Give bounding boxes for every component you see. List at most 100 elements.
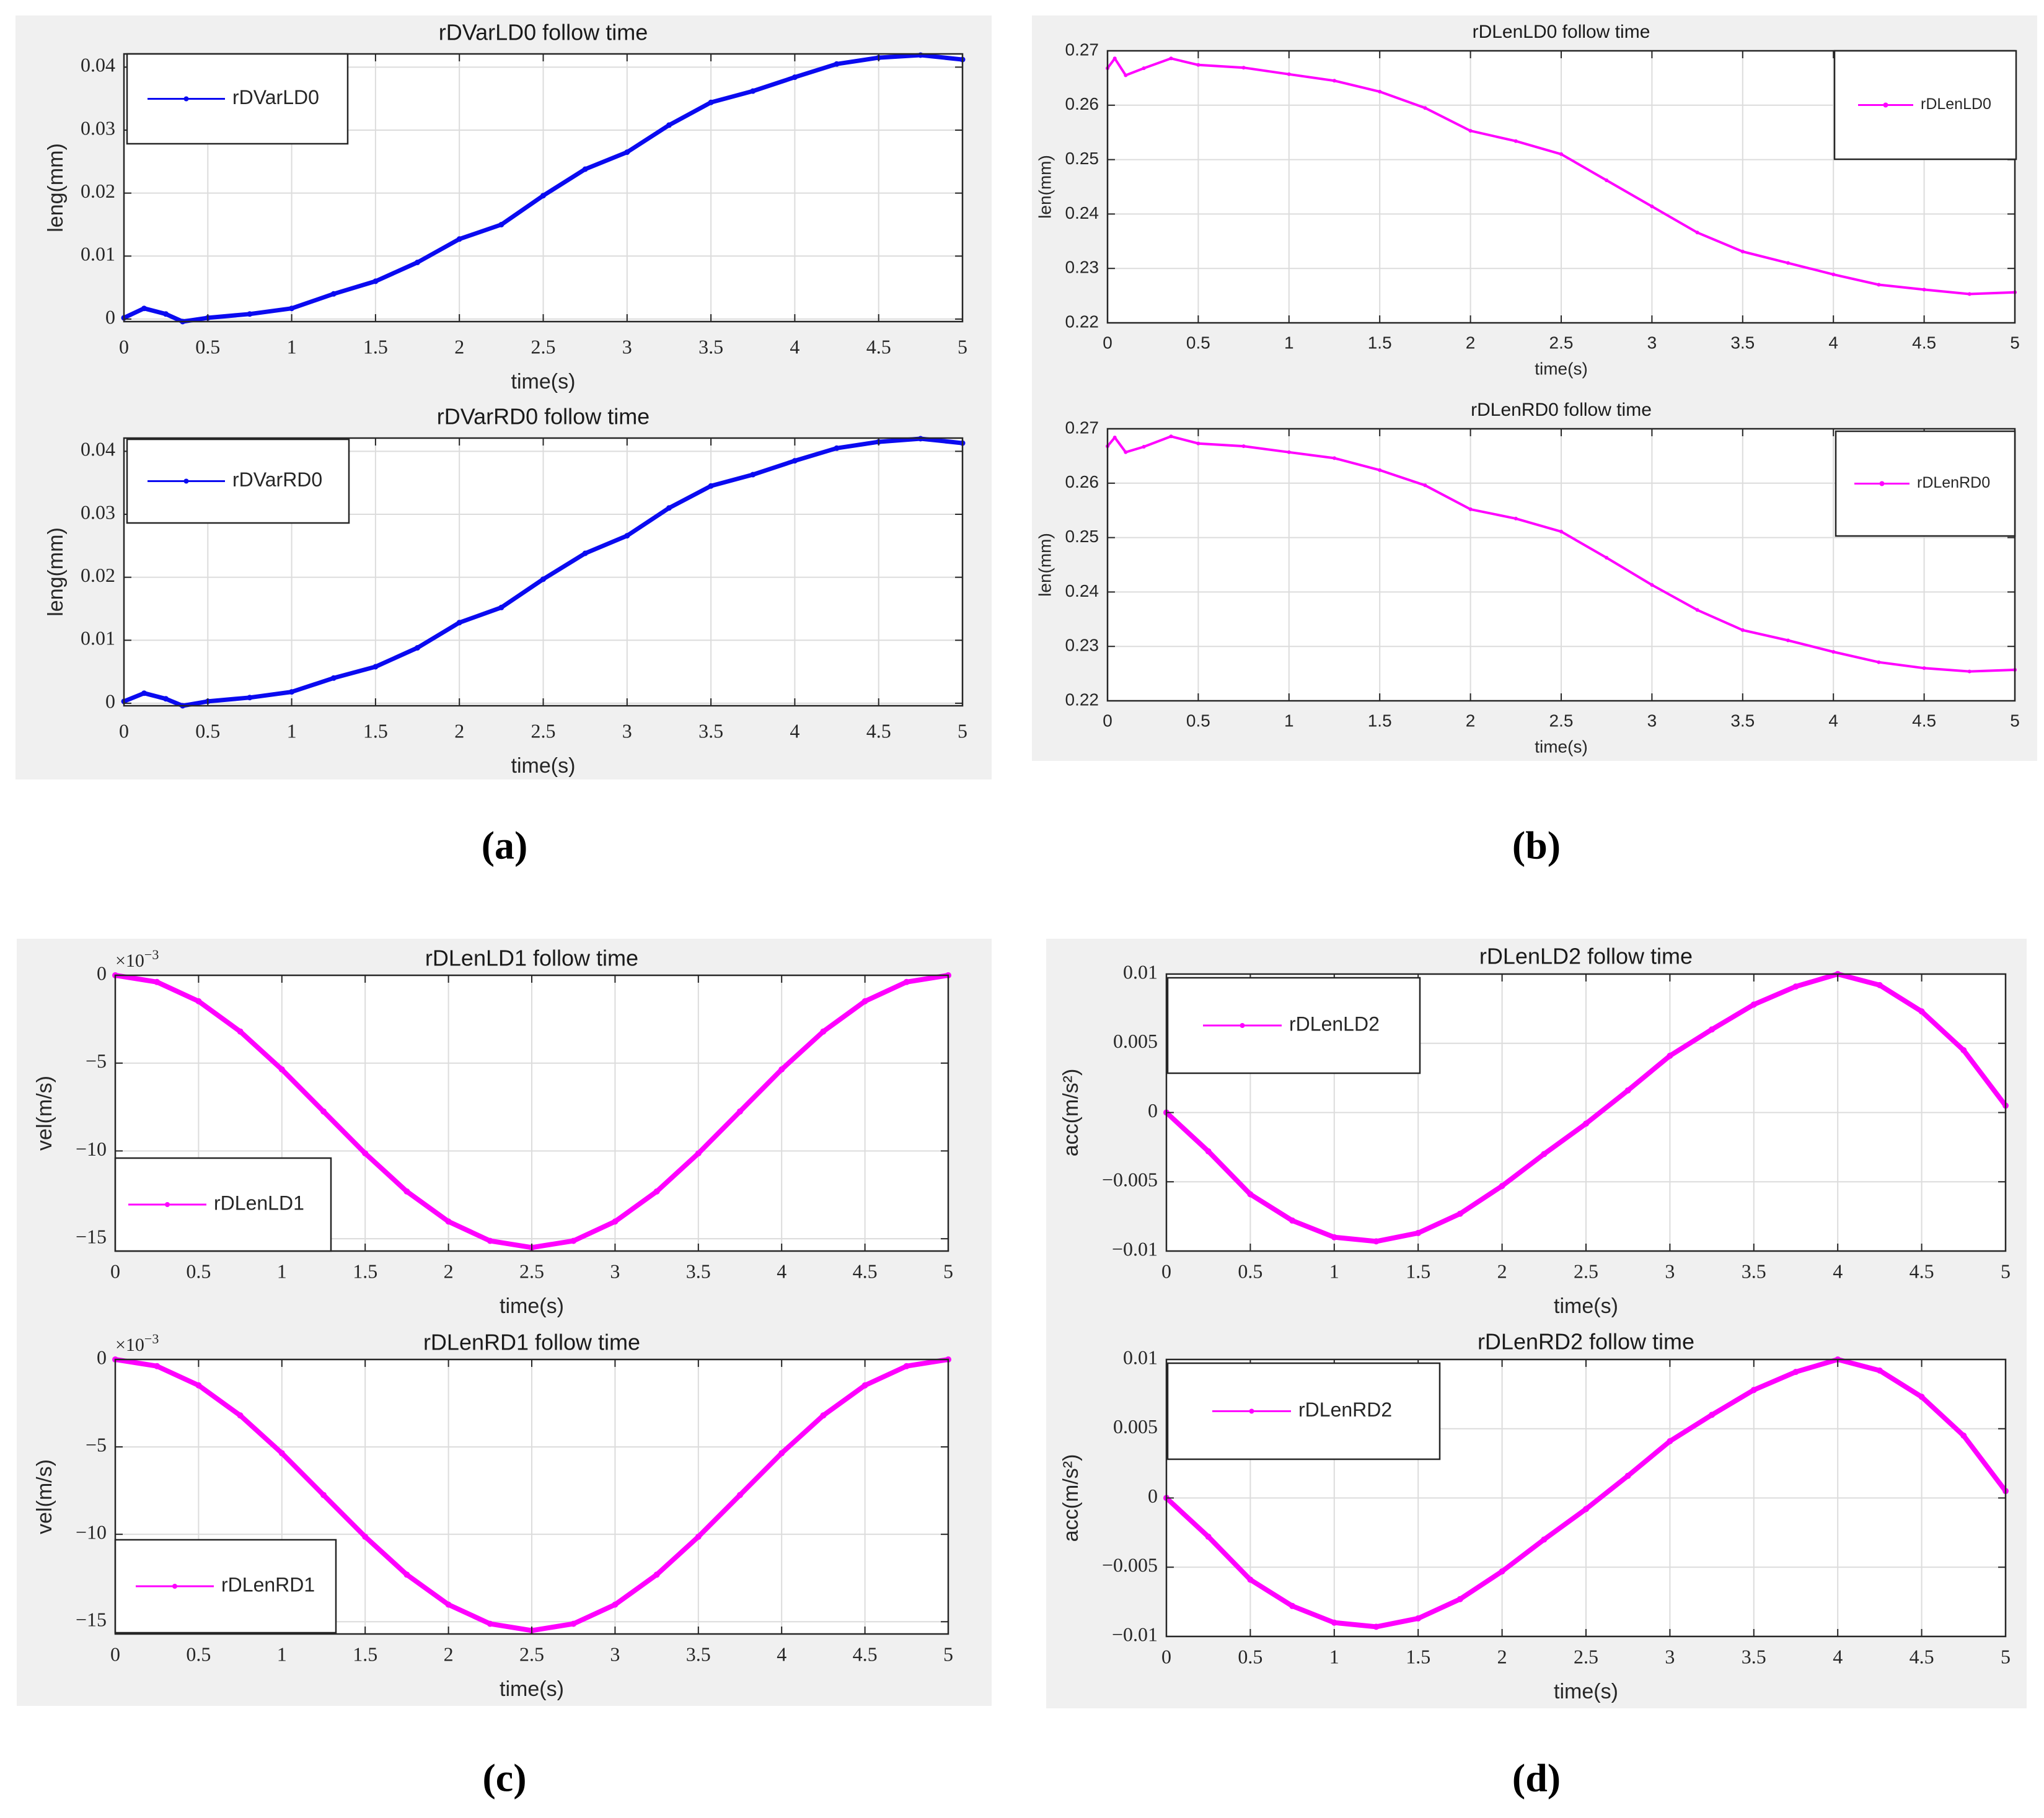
caption-c: (c) [482, 1756, 526, 1800]
data-point [415, 260, 420, 265]
x-tick-label: 1 [287, 719, 297, 742]
data-point [247, 311, 253, 317]
data-point [456, 620, 462, 626]
x-tick-label: 2 [444, 1260, 454, 1282]
data-point [1918, 1394, 1925, 1400]
x-tick-label: 2 [444, 1643, 454, 1665]
series-line [1106, 57, 2016, 296]
data-point [695, 1150, 702, 1157]
series-line [1106, 435, 2016, 673]
data-point [1513, 516, 1518, 520]
data-point [141, 305, 147, 312]
data-point [624, 533, 630, 539]
data-point [1169, 56, 1173, 61]
x-tick-label: 4 [777, 1260, 786, 1282]
data-point [1142, 66, 1146, 71]
y-axis-multiplier-base: ×10 [115, 951, 144, 971]
y-axis-label: vel(m/s) [33, 1459, 56, 1534]
legend-marker [1249, 1408, 1254, 1414]
chart-title: rDLenLD0 follow time [1473, 22, 1650, 42]
x-tick-label: 1 [277, 1260, 287, 1282]
x-tick-label: 5 [2001, 1260, 2011, 1282]
x-tick-label: 0 [119, 719, 129, 742]
y-tick-label: 0.22 [1065, 312, 1099, 331]
y-tick-label: 0.27 [1065, 40, 1099, 59]
data-point [1287, 450, 1291, 454]
y-tick-label: −10 [76, 1521, 107, 1544]
x-tick-label: 0.5 [1238, 1645, 1262, 1667]
data-point [612, 1218, 619, 1225]
x-tick-label: 0 [110, 1260, 120, 1282]
data-point [1205, 1148, 1212, 1155]
y-tick-label: −0.01 [1112, 1623, 1158, 1645]
x-tick-label: 5 [2010, 711, 2020, 730]
x-axis-label: time(s) [1535, 737, 1588, 756]
x-tick-label: 5 [943, 1260, 953, 1282]
x-tick-label: 1.5 [1368, 711, 1392, 730]
data-point [1124, 73, 1128, 77]
data-point [653, 1188, 660, 1195]
data-point [1196, 441, 1200, 446]
y-tick-label: −15 [76, 1226, 107, 1248]
x-tick-label: 0 [1103, 711, 1112, 730]
data-point [666, 505, 672, 511]
x-tick-label: 3 [1647, 333, 1657, 352]
chart-title: rDLenLD2 follow time [1479, 944, 1693, 969]
x-tick-label: 2.5 [531, 335, 556, 358]
x-tick-label: 0.5 [1186, 333, 1210, 352]
x-tick-label: 4.5 [1912, 711, 1936, 730]
x-tick-label: 1.5 [363, 719, 388, 742]
data-point [445, 1601, 452, 1608]
x-tick-label: 0 [119, 335, 129, 358]
y-tick-label: 0.01 [1123, 1346, 1158, 1368]
legend: rDLenRD0 [1835, 430, 2016, 537]
data-point [778, 1066, 785, 1073]
y-tick-label: −15 [76, 1609, 107, 1631]
data-point [320, 1108, 327, 1115]
x-tick-label: 4 [1833, 1645, 1843, 1667]
data-point [1695, 608, 1699, 612]
chart-b-top: 0 0.5 1 1.5 2 2.5 3 3.5 4 4.5 5 0.22 0.23 0.24 0.25 0.2… [1035, 22, 2019, 378]
data-point [372, 664, 379, 670]
chart-c-top: 0 0.5 1 1.5 2 2.5 3 3.5 4 4.5 5 −15 −10 −5 0 rDLenLD1 f… [33, 946, 953, 1318]
x-tick-label: 1.5 [363, 335, 388, 358]
x-tick-label: 0.5 [195, 335, 220, 358]
data-point [154, 1363, 161, 1369]
data-point [1124, 450, 1128, 454]
data-point [1112, 56, 1117, 61]
y-axis-multiplier-exponent: −3 [144, 1331, 159, 1346]
y-tick-label: 0.03 [81, 116, 115, 139]
y-tick-label: 0.24 [1065, 581, 1099, 600]
data-point [1333, 456, 1336, 460]
data-point [1709, 1412, 1716, 1418]
x-tick-label: 4.5 [866, 335, 891, 358]
data-point [330, 675, 337, 681]
chart-d-top: 0 0.5 1 1.5 2 2.5 3 3.5 4 4.5 5 −0.01 −0.005 0 0.005 0.… [1059, 944, 2011, 1318]
legend: rDLenLD0 [1833, 50, 2017, 160]
legend-box [1833, 50, 2017, 160]
y-tick-label: 0 [97, 1346, 107, 1368]
legend-label: rDLenLD2 [1289, 1012, 1380, 1035]
data-point [487, 1237, 493, 1244]
data-point [1423, 106, 1427, 110]
x-tick-label: 3 [622, 335, 632, 358]
data-point [1196, 63, 1200, 67]
x-tick-label: 2.5 [519, 1260, 544, 1282]
data-point [1922, 288, 1926, 292]
chart-a-bottom: 0 0.5 1 1.5 2 2.5 3 3.5 4 4.5 5 0 0.01 0.02 0.03 0.04 rD… [44, 404, 967, 778]
data-point [1667, 1052, 1673, 1059]
data-point [750, 88, 756, 94]
x-tick-label: 2.5 [1574, 1260, 1598, 1282]
y-axis-label: leng(mm) [44, 143, 68, 232]
y-axis-multiplier: ×10−3 [115, 1331, 159, 1355]
legend-label: rDLenLD1 [214, 1192, 304, 1214]
data-point [820, 1412, 827, 1419]
legend-marker [165, 1202, 170, 1207]
x-tick-label: 3 [610, 1260, 620, 1282]
data-point [1750, 1001, 1757, 1008]
x-tick-label: 5 [2010, 333, 2020, 352]
x-axis-label: time(s) [1554, 1680, 1618, 1703]
data-point [1792, 983, 1799, 990]
data-point [695, 1534, 702, 1540]
data-point [1922, 666, 1926, 670]
